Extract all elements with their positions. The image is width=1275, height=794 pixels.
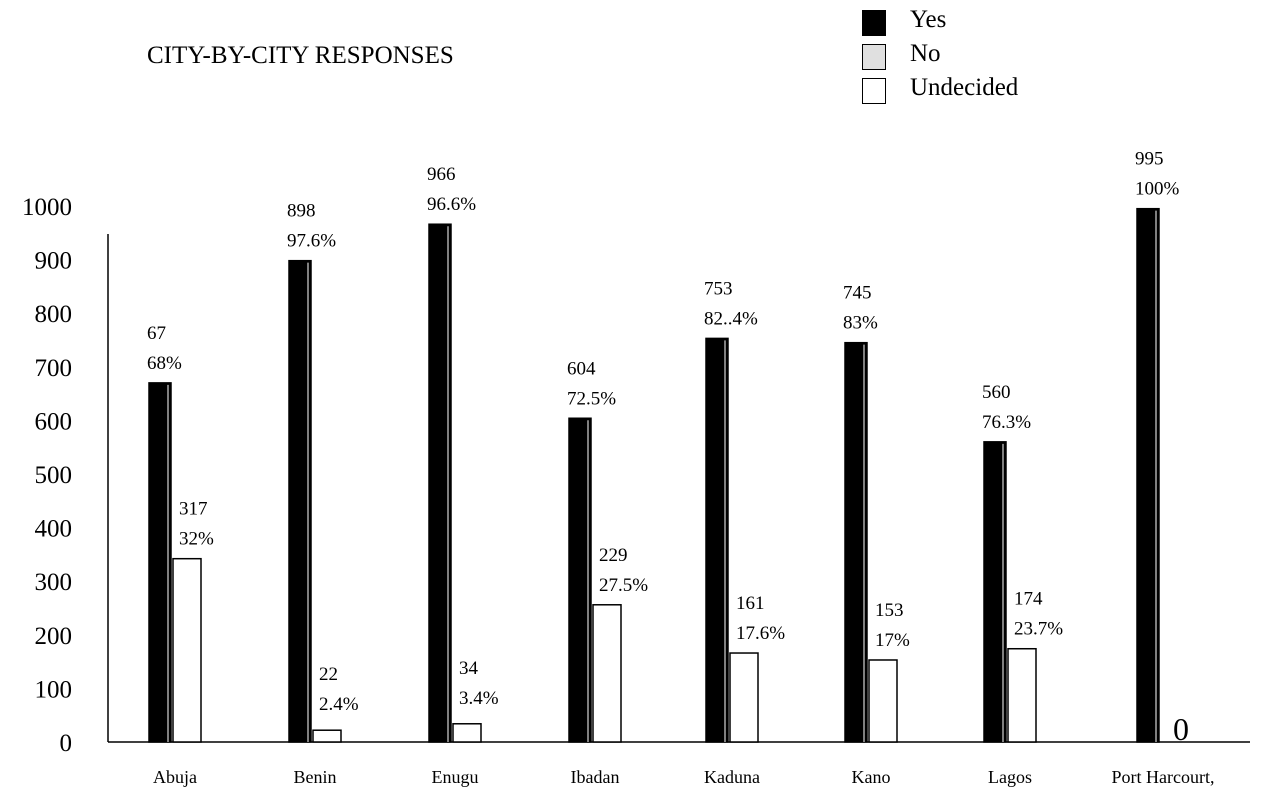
- data-label-yes: 68%: [147, 353, 182, 374]
- y-tick-label: 300: [35, 569, 73, 596]
- bar-undecided: [312, 729, 342, 743]
- data-label-undecided: 22: [319, 664, 338, 685]
- data-label-undecided: 153: [875, 600, 904, 621]
- data-label-undecided: 32%: [179, 529, 214, 550]
- y-tick-label: 1000: [22, 194, 72, 221]
- x-tick-label: Ibadan: [571, 767, 620, 787]
- data-label-yes: 96.6%: [427, 194, 476, 215]
- data-label-yes: 100%: [1135, 179, 1180, 200]
- y-tick-label: 400: [35, 516, 73, 543]
- data-label-yes: 966: [427, 164, 456, 185]
- bar-yes: [428, 223, 452, 743]
- bar-undecided: [452, 723, 482, 743]
- data-label-undecided: 3.4%: [459, 688, 499, 709]
- legend-swatch-no: [862, 44, 886, 70]
- data-label-undecided: 27.5%: [599, 575, 648, 596]
- bar-yes: [1136, 207, 1160, 743]
- legend-swatch-undecided: [862, 78, 886, 104]
- x-tick-label: Kano: [852, 767, 891, 787]
- legend-label-undecided: Undecided: [910, 74, 1019, 101]
- data-label-undecided: 161: [736, 593, 765, 614]
- y-tick-label: 100: [35, 676, 73, 703]
- bar-yes: [568, 417, 592, 743]
- x-tick-label: Kaduna: [704, 767, 760, 787]
- data-label-yes: 898: [287, 201, 316, 222]
- data-label-undecided: 17.6%: [736, 623, 785, 644]
- data-label-yes: 72.5%: [567, 388, 616, 409]
- data-label-yes: 745: [843, 283, 872, 304]
- y-tick-label: 800: [35, 301, 73, 328]
- y-tick-label: 500: [35, 462, 73, 489]
- y-tick-label: 600: [35, 408, 73, 435]
- bar-yes: [983, 441, 1007, 743]
- y-tick-label: 700: [35, 355, 73, 382]
- x-tick-label: Enugu: [432, 767, 479, 787]
- bar-undecided: [729, 652, 759, 743]
- data-label-yes: 995: [1135, 149, 1164, 170]
- data-label-undecided: 34: [459, 658, 479, 679]
- data-label-yes: 97.6%: [287, 231, 336, 252]
- data-label-undecided: 2.4%: [319, 694, 359, 715]
- bar-undecided: [172, 557, 202, 743]
- data-label-yes: 82..4%: [704, 308, 758, 329]
- x-tick-label: Benin: [294, 767, 337, 787]
- data-label-yes: 83%: [843, 313, 878, 334]
- bar-yes: [705, 337, 729, 743]
- bar-undecided: [592, 604, 622, 743]
- legend-swatch-yes: [862, 10, 886, 36]
- y-tick-label: 200: [35, 623, 73, 650]
- legend-label-yes: Yes: [910, 6, 947, 33]
- data-label-yes: 67: [147, 323, 166, 344]
- bar-undecided: [1007, 647, 1037, 743]
- bar-yes: [148, 382, 172, 743]
- data-label-yes: 76.3%: [982, 412, 1031, 433]
- y-tick-label: 900: [35, 248, 73, 275]
- data-label-undecided: 17%: [875, 630, 910, 651]
- x-tick-label: Abuja: [153, 767, 197, 787]
- data-label-yes: 753: [704, 278, 733, 299]
- chart-title: CITY-BY-CITY RESPONSES: [147, 42, 454, 69]
- x-tick-label: Lagos: [988, 767, 1032, 787]
- data-label-undecided: 23.7%: [1014, 619, 1063, 640]
- data-label-undecided: 0: [1173, 711, 1189, 747]
- bar-yes: [288, 259, 312, 743]
- legend-label-no: No: [910, 40, 941, 67]
- x-tick-label: Port Harcourt,: [1112, 767, 1215, 787]
- data-label-yes: 560: [982, 382, 1011, 403]
- y-tick-label: 0: [60, 730, 73, 757]
- data-label-undecided: 229: [599, 545, 628, 566]
- data-label-yes: 604: [567, 358, 596, 379]
- data-label-undecided: 174: [1014, 589, 1043, 610]
- data-label-undecided: 317: [179, 499, 208, 520]
- bar-undecided: [868, 659, 898, 743]
- bar-yes: [844, 341, 868, 743]
